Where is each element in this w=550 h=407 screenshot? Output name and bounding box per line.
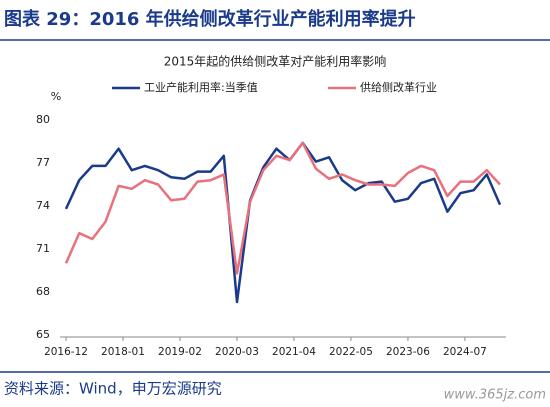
- x-tick-label: 2023-06: [386, 346, 430, 358]
- y-tick-label: 65: [36, 328, 50, 341]
- y-unit: %: [51, 90, 61, 103]
- source: 资料来源：Wind，申万宏源研究: [4, 380, 222, 398]
- x-tick-label: 2018-01: [101, 346, 145, 358]
- legend-label: 供给侧改革行业: [360, 80, 437, 94]
- y-tick-label: 80: [36, 113, 50, 126]
- series-line: [64, 141, 501, 275]
- x-tick-label: 2016-12: [44, 346, 88, 358]
- chart-title: 2015年起的供给侧改革对产能利用率影响: [164, 54, 387, 69]
- legend-label: 工业产能利用率:当季值: [144, 80, 258, 94]
- y-tick-label: 74: [36, 199, 50, 212]
- x-tick-label: 2019-02: [158, 346, 202, 358]
- x-tick-label: 2021-04: [272, 346, 316, 358]
- x-tick-label: 2020-03: [215, 346, 259, 358]
- y-tick-label: 77: [36, 156, 50, 169]
- series-line: [64, 141, 502, 304]
- x-tick-label: 2024-07: [443, 346, 487, 358]
- x-tick-label: 2022-05: [329, 346, 373, 358]
- y-tick-label: 68: [36, 285, 50, 298]
- y-tick-label: 71: [36, 242, 50, 255]
- watermark: www.365jz.com: [444, 388, 546, 403]
- header-title: 图表 29：2016 年供给侧改革行业产能利用率提升: [4, 8, 416, 30]
